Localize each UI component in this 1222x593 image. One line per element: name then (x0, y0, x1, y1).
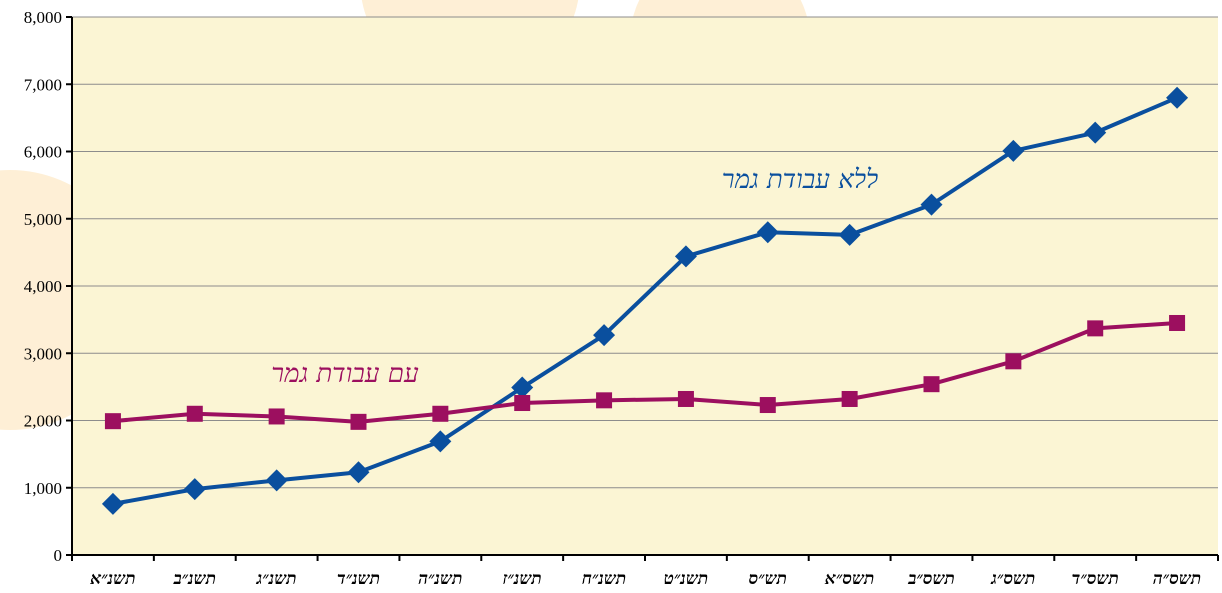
series-1-line (112, 95, 1178, 506)
series-2-point-10 (923, 376, 940, 393)
series-2-point-9 (841, 390, 858, 407)
series-2-point-5 (514, 395, 531, 412)
series-1 (101, 86, 1189, 515)
y-tick-label-5: 5,000 (24, 210, 62, 229)
x-tick-label-5: תשנ״ז (503, 569, 542, 588)
y-tick-label-6: 6,000 (24, 143, 62, 162)
x-tick-label-9: תשס״א (824, 569, 874, 588)
y-axis: 0 1,000 2,000 3,000 4,000 5,000 6,000 7,000 8,00… (24, 8, 73, 565)
series-2-point-2 (268, 408, 285, 425)
x-tick-label-8: תש״ס (749, 569, 788, 588)
x-tick-label-0: תשנ״א (89, 569, 135, 588)
x-tick-label-7: תשנ״ט (664, 569, 709, 588)
x-tick-label-12: תשס״ד (1072, 569, 1119, 588)
series-1-point-9 (838, 223, 861, 246)
series-2-point-12 (1087, 320, 1104, 337)
y-tick-label-2: 2,000 (24, 412, 62, 431)
series-1-point-11 (1002, 139, 1025, 162)
series-1-point-3 (347, 461, 370, 484)
series-2-point-4 (432, 405, 449, 422)
series-1-point-5 (511, 376, 534, 399)
series-1-point-0 (101, 492, 124, 515)
series-2 (104, 314, 1186, 430)
series-2-point-7 (677, 390, 694, 407)
y-tick-label-1: 1,000 (24, 479, 62, 498)
x-tick-label-13: תשס״ה (1153, 569, 1201, 588)
series-1-point-10 (920, 193, 943, 216)
x-tick-label-10: תשס״ב (907, 569, 955, 588)
x-tick-label-6: תשנ״ח (582, 569, 626, 588)
series-2-point-6 (596, 392, 613, 409)
series-2-point-11 (1005, 353, 1022, 370)
series-2-line (112, 320, 1178, 424)
series-1-point-8 (756, 221, 779, 244)
series-2-point-3 (350, 413, 367, 430)
series-1-point-7 (674, 245, 697, 268)
series-2-point-8 (759, 397, 776, 414)
series-1-point-12 (1084, 121, 1107, 144)
series-2-label: עם עבודת גמר (271, 359, 419, 389)
y-tick-label-3: 3,000 (24, 344, 62, 363)
gridlines (72, 16, 1218, 489)
x-tick-label-3: תשנ״ד (337, 569, 380, 588)
series-layer (101, 86, 1189, 515)
series-1-point-1 (183, 478, 206, 501)
series-labels: ללא עבודת גמר עם עבודת גמר (271, 165, 878, 389)
x-tick-label-11: תשס״ג (990, 569, 1035, 588)
y-tick-label-0: 0 (54, 546, 63, 565)
y-tick-label-8: 8,000 (24, 8, 62, 27)
x-tick-label-4: תשנ״ה (418, 569, 462, 588)
series-2-point-1 (186, 405, 203, 422)
series-2-point-0 (104, 413, 121, 430)
x-tick-label-2: תשנ״ג (256, 569, 297, 588)
x-tick-label-1: תשנ״ב (172, 569, 216, 588)
x-axis: תשנ״א תשנ״ב תשנ״ג תשנ״ד תשנ״ה תשנ״ז תשנ״ח תשנ״ט… (71, 554, 1219, 588)
series-1-point-4 (429, 430, 452, 453)
series-2-point-13 (1169, 314, 1186, 331)
series-1-label: ללא עבודת גמר (722, 165, 878, 195)
series-1-point-13 (1166, 86, 1189, 109)
series-1-point-2 (265, 469, 288, 492)
y-tick-label-4: 4,000 (24, 277, 62, 296)
series-1-point-6 (593, 324, 616, 347)
y-tick-label-7: 7,000 (24, 75, 62, 94)
